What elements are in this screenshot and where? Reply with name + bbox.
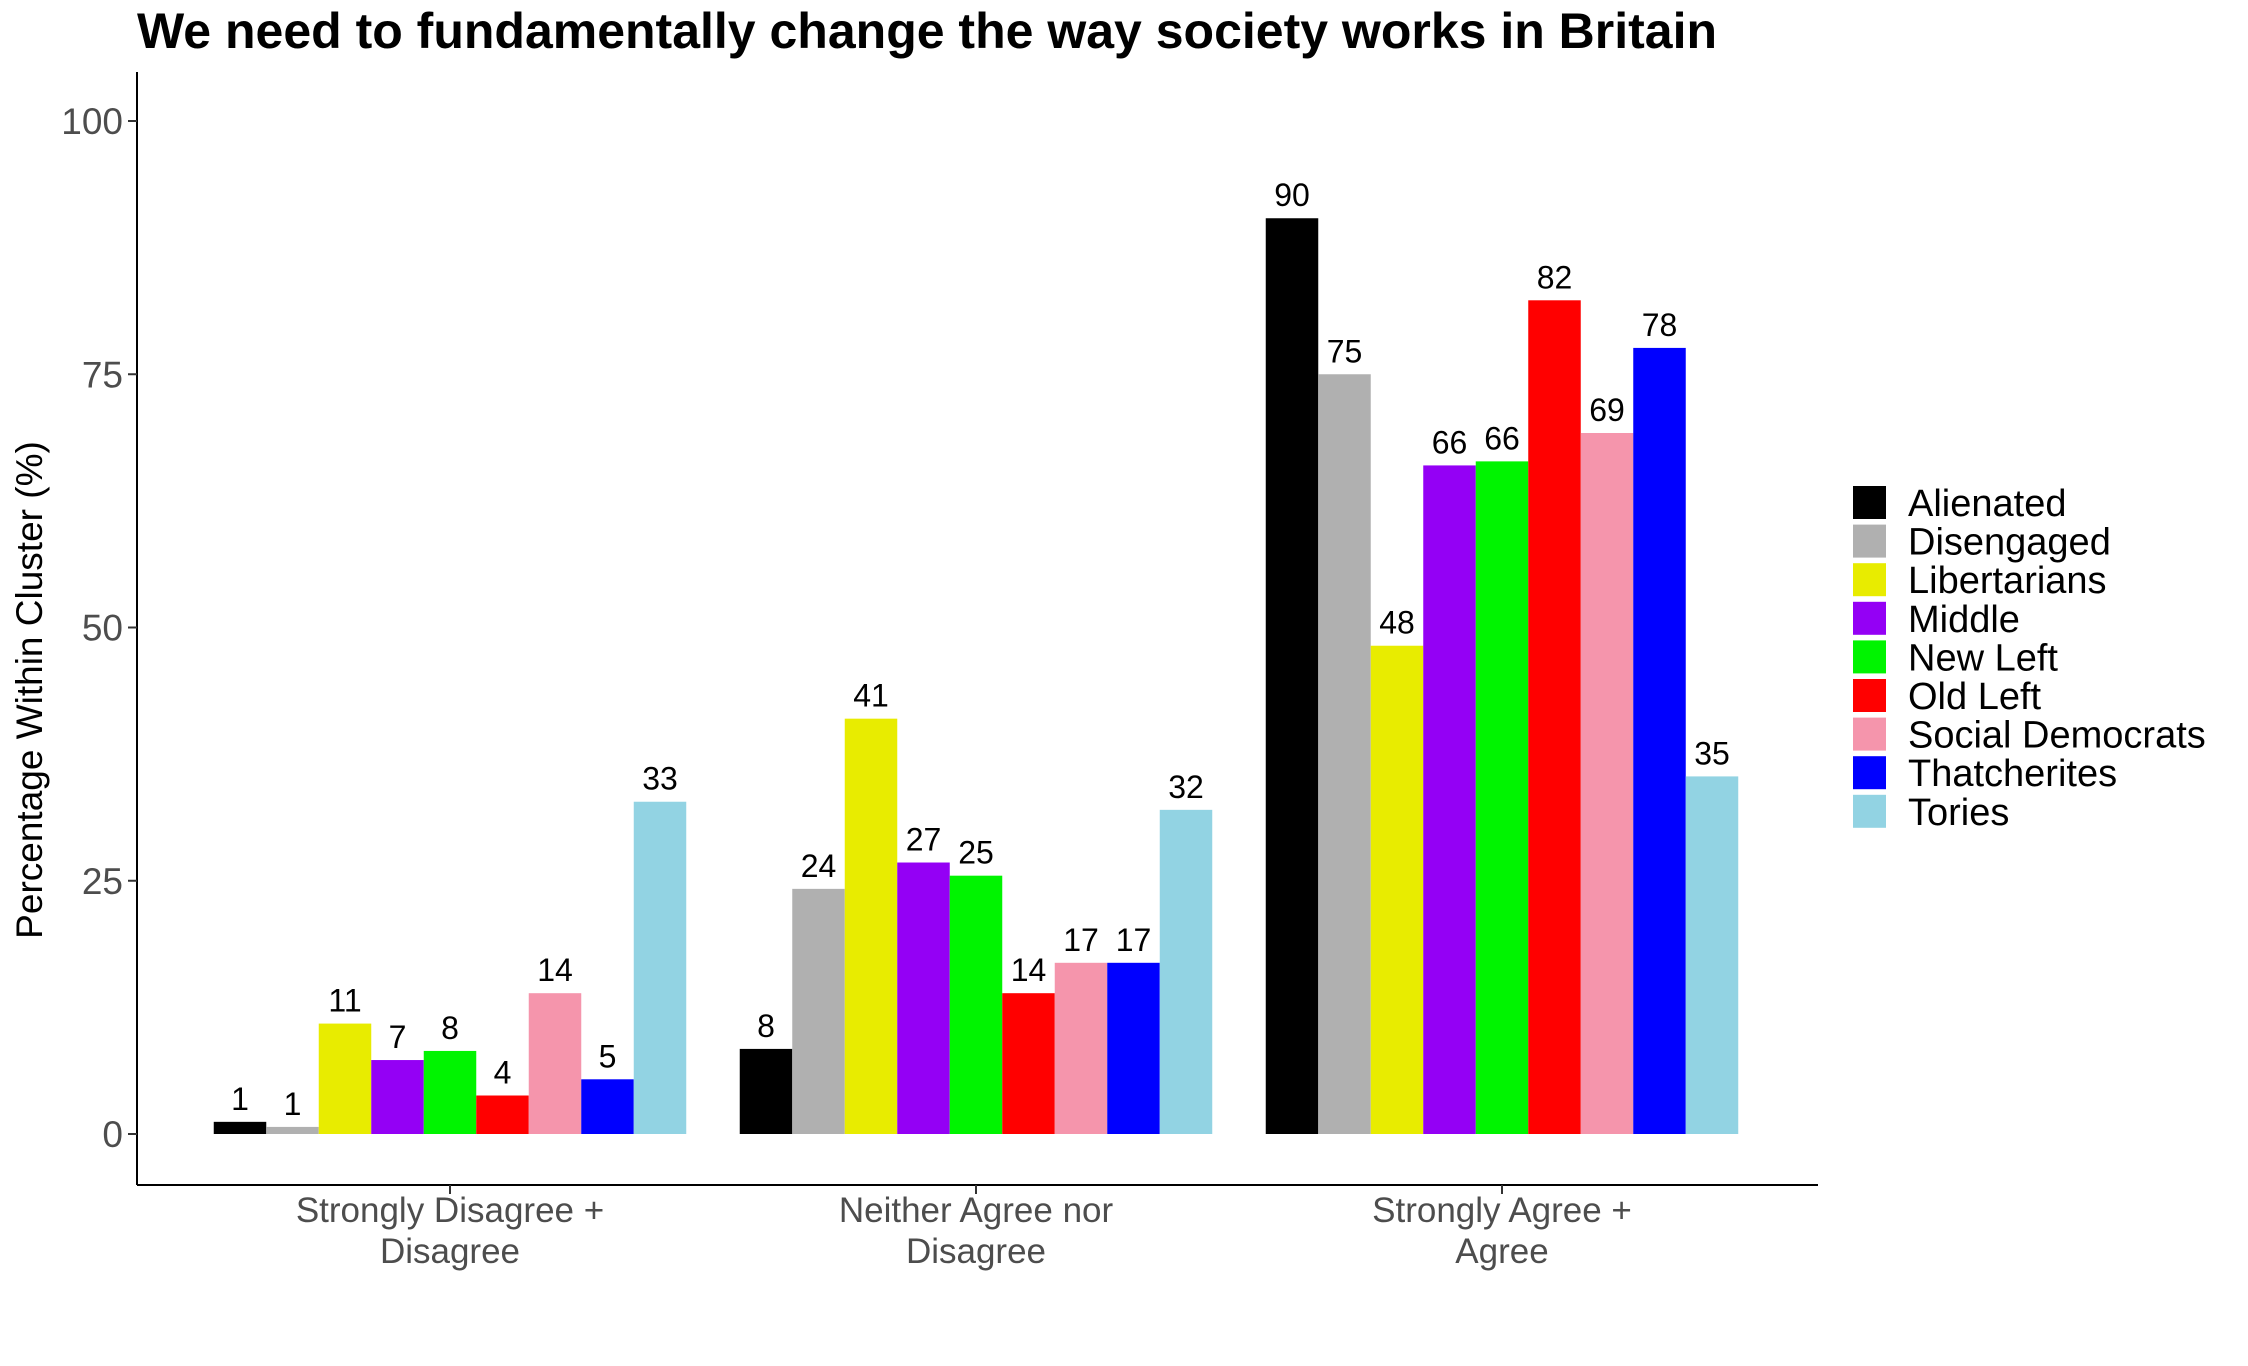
bar [266, 1126, 319, 1134]
bar [318, 1023, 372, 1134]
data-label: 35 [1694, 735, 1730, 771]
x-tick-label: Strongly Agree + Agree [1372, 1191, 1632, 1271]
bar [1633, 347, 1686, 1134]
legend-label: Thatcherites [1908, 753, 2117, 795]
y-tick-label: 50 [82, 608, 123, 649]
legend-key [1853, 640, 1886, 674]
bar [1054, 962, 1108, 1134]
data-label: 69 [1589, 392, 1625, 428]
y-tick-label: 25 [82, 861, 123, 902]
legend-label: Tories [1908, 792, 2009, 834]
data-label: 8 [757, 1008, 775, 1044]
legend-key [1853, 486, 1886, 519]
data-label: 24 [801, 848, 837, 884]
x-tick-label-line: Disagree [380, 1232, 520, 1271]
bar [897, 862, 950, 1134]
data-label: 14 [1011, 952, 1047, 988]
x-tick-label: Strongly Disagree + Disagree [296, 1191, 604, 1271]
y-tick-label: 0 [102, 1114, 123, 1155]
data-label: 25 [958, 835, 994, 871]
x-tick-label-line: Strongly Agree + [1372, 1191, 1632, 1230]
data-label: 75 [1327, 333, 1363, 369]
legend-label: Alienated [1908, 483, 2066, 525]
data-label: 5 [599, 1038, 617, 1074]
bar [371, 1060, 424, 1134]
legend: AlienatedDisengagedLibertariansMiddleNew… [1853, 483, 2206, 834]
data-label: 14 [537, 952, 573, 988]
x-tick-label-line: Strongly Disagree + [296, 1191, 604, 1230]
x-tick-label-line: Disagree [906, 1232, 1046, 1271]
bar [1002, 993, 1055, 1134]
legend-label: Old Left [1908, 676, 2042, 718]
bar [213, 1121, 267, 1134]
y-axis-label: Percentage Within Cluster (%) [9, 441, 50, 939]
data-label: 11 [328, 983, 361, 1019]
bar [1318, 374, 1371, 1134]
data-label: 1 [231, 1081, 249, 1117]
bar [844, 718, 898, 1134]
bar [1370, 645, 1424, 1134]
bar [792, 888, 845, 1134]
y-tick-label: 100 [61, 101, 123, 142]
data-label: 17 [1116, 922, 1152, 958]
legend-label: New Left [1908, 637, 2058, 679]
bar [1423, 465, 1476, 1134]
legend-label: Social Democrats [1908, 715, 2206, 757]
x-tick-label-line: Agree [1455, 1232, 1548, 1271]
chart-title: We need to fundamentally change the way … [137, 3, 1717, 59]
data-label: 82 [1537, 259, 1573, 295]
legend-key [1853, 679, 1886, 712]
data-label: 90 [1274, 177, 1310, 213]
data-label: 8 [441, 1010, 459, 1046]
bar [1475, 461, 1529, 1134]
data-label: 33 [642, 761, 678, 797]
bar [1159, 809, 1213, 1134]
bar [1685, 776, 1739, 1134]
legend-label: Middle [1908, 599, 2020, 641]
data-label: 41 [853, 678, 889, 714]
data-label: 1 [284, 1086, 302, 1122]
y-tick-label: 75 [82, 354, 123, 395]
data-label: 4 [494, 1055, 512, 1091]
bar [949, 875, 1003, 1134]
data-label: 27 [906, 822, 942, 858]
bar [633, 801, 687, 1134]
bar [739, 1048, 793, 1134]
data-label: 78 [1642, 307, 1678, 343]
x-tick-label-line: Neither Agree nor [839, 1191, 1114, 1230]
data-label: 66 [1432, 424, 1468, 460]
data-label: 7 [389, 1019, 407, 1055]
legend-key [1853, 717, 1886, 751]
bar [1107, 962, 1160, 1134]
legend-key [1853, 524, 1886, 558]
legend-key [1853, 794, 1886, 828]
legend-key [1853, 756, 1886, 790]
data-label: 17 [1063, 922, 1099, 958]
data-label: 32 [1168, 769, 1204, 805]
bar [1528, 300, 1581, 1134]
bar [528, 993, 582, 1134]
bar [1580, 433, 1634, 1134]
legend-key [1853, 601, 1886, 635]
bar [476, 1095, 529, 1134]
legend-label: Disengaged [1908, 522, 2111, 564]
x-tick-label: Neither Agree nor Disagree [839, 1191, 1114, 1271]
legend-label: Libertarians [1908, 560, 2107, 602]
bar [581, 1079, 634, 1134]
data-label: 48 [1379, 605, 1415, 641]
legend-key [1853, 563, 1886, 597]
bar [1265, 218, 1319, 1135]
bar [423, 1050, 477, 1134]
data-label: 66 [1484, 420, 1520, 456]
